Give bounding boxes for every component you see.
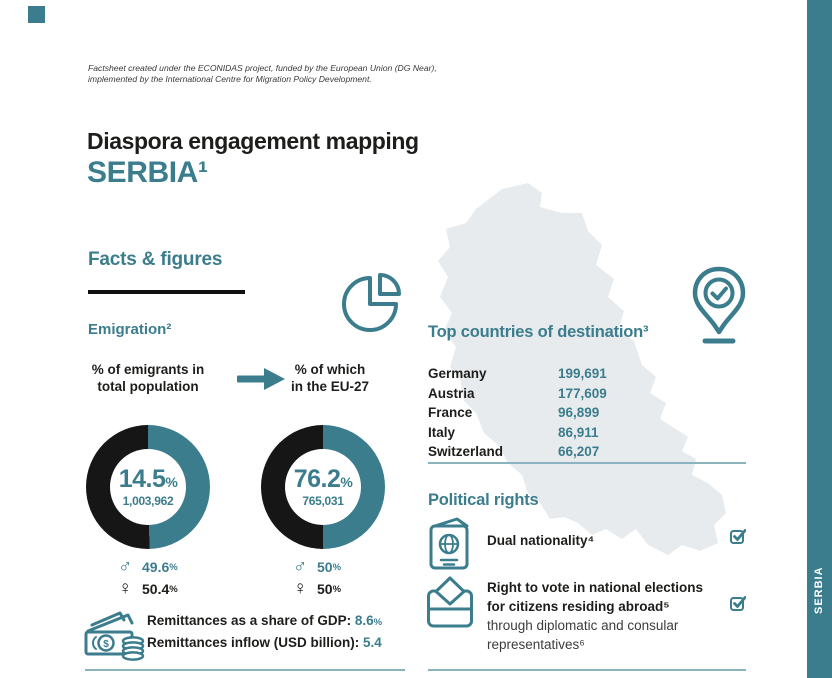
vote-bold-line1: Right to vote in national elections <box>487 580 704 595</box>
remittances-inflow-line: Remittances inflow (USD billion): 5.4 <box>147 635 382 650</box>
donut2-male-unit: % <box>332 561 342 573</box>
donut2-male-row: ♂ 50% <box>293 556 403 578</box>
destinations-heading: Top countries of destination³ <box>428 323 649 341</box>
male-icon: ♂ <box>118 556 133 577</box>
donut1-male-row: ♂ 49.6% <box>118 556 228 578</box>
donut1-legend: ♂ 49.6% ♀ 50.4% <box>118 556 228 600</box>
donut2-male-value: 50 <box>317 559 333 575</box>
donut2-count: 765,031 <box>302 493 344 508</box>
remittances-gdp-line: Remittances as a share of GDP: 8.6% <box>147 613 383 628</box>
table-row: Germany 199,691 <box>428 364 688 384</box>
vote-reg-line1: through diplomatic and consular <box>487 618 679 633</box>
female-icon: ♀ <box>293 578 308 599</box>
donut2-ring: 76.2% 765,031 <box>261 425 385 549</box>
donut1-caption-line2: total population <box>97 379 199 394</box>
arrow-right-icon <box>237 368 285 390</box>
facts-figures-heading: Facts & figures <box>88 249 223 270</box>
country-name: Austria <box>428 385 475 401</box>
table-row: Italy 86,911 <box>428 423 688 443</box>
vote-right-block: Right to vote in national elections for … <box>487 578 703 654</box>
destinations-rule <box>428 462 746 464</box>
table-row: Austria 177,609 <box>428 384 688 404</box>
donut1-center: 14.5% 1,003,962 <box>110 449 186 525</box>
donut1-female-unit: % <box>169 583 178 595</box>
footnote-line1: Factsheet created under the ECONIDAS pro… <box>88 63 437 73</box>
donut2-caption: % of which in the EU-27 <box>268 361 392 395</box>
donut1-female-value: 50.4 <box>142 581 170 597</box>
donut2-female-value: 50 <box>317 581 333 597</box>
donut1-count: 1,003,962 <box>122 493 174 508</box>
svg-text:$: $ <box>103 639 109 650</box>
passport-icon <box>429 516 473 570</box>
footnote-line2: implemented by the International Centre … <box>88 74 372 84</box>
donut1-ring: 14.5% 1,003,962 <box>86 425 210 549</box>
donut2-legend: ♂ 50% ♀ 50% <box>293 556 403 600</box>
country-sidebar: SERBIA <box>807 0 832 678</box>
left-bottom-rule <box>85 669 405 671</box>
ballot-box-icon <box>427 576 473 628</box>
destinations-table: Germany 199,691 Austria 177,609 France 9… <box>428 364 688 462</box>
country-value: 199,691 <box>558 366 607 381</box>
location-pin-check-icon <box>690 266 748 346</box>
country-value: 86,911 <box>558 424 599 440</box>
donut2-female-unit: % <box>332 583 342 595</box>
emigration-heading: Emigration² <box>88 321 172 338</box>
donut2-value: 76.2% <box>293 464 353 493</box>
donut1-caption: % of emigrants in total population <box>83 361 213 395</box>
donut1-value: 14.5% <box>118 464 178 493</box>
male-icon: ♂ <box>293 556 308 577</box>
donut1-female-row: ♀ 50.4% <box>118 578 228 600</box>
country-value: 96,899 <box>558 405 600 420</box>
donut2-center: 76.2% 765,031 <box>285 449 361 525</box>
right-bottom-rule <box>428 669 746 671</box>
country-name: Switzerland <box>428 444 504 459</box>
country-name: France <box>428 405 473 420</box>
donut1-male-value: 49.6 <box>142 559 170 575</box>
country-name: Italy <box>428 424 456 440</box>
country-value: 66,207 <box>558 444 600 459</box>
checkbox-check-icon <box>730 595 746 611</box>
donut2-female-row: ♀ 50% <box>293 578 403 600</box>
vote-reg-line2: representatives⁶ <box>487 637 585 652</box>
money-icon: $ <box>84 604 146 662</box>
country-title: SERBIA¹ <box>87 156 208 189</box>
donut2-caption-line1: % of which <box>294 362 366 377</box>
table-row: Switzerland 66,207 <box>428 442 688 462</box>
donut1-male-unit: % <box>169 561 178 573</box>
female-icon: ♀ <box>118 578 133 599</box>
political-rights-heading: Political rights <box>428 491 539 509</box>
country-name: Germany <box>428 366 487 381</box>
heading-rule <box>88 290 245 294</box>
sidebar-country-label: SERBIA <box>813 566 825 614</box>
pie-chart-icon <box>336 270 404 338</box>
brand-square <box>28 6 45 23</box>
vote-bold-line2: for citizens residing abroad⁵ <box>487 599 670 614</box>
project-footnote: Factsheet created under the ECONIDAS pro… <box>88 63 437 85</box>
donut2-caption-line2: in the EU-27 <box>290 379 369 394</box>
table-row: France 96,899 <box>428 403 688 423</box>
country-value: 177,609 <box>558 385 607 401</box>
dual-nationality-label: Dual nationality⁴ <box>487 533 595 548</box>
remittances-block: Remittances as a share of GDP: 8.6% Remi… <box>147 611 382 653</box>
donut1-caption-line1: % of emigrants in <box>91 362 205 377</box>
page-title: Diaspora engagement mapping <box>87 128 419 154</box>
checkbox-check-icon <box>730 528 746 544</box>
